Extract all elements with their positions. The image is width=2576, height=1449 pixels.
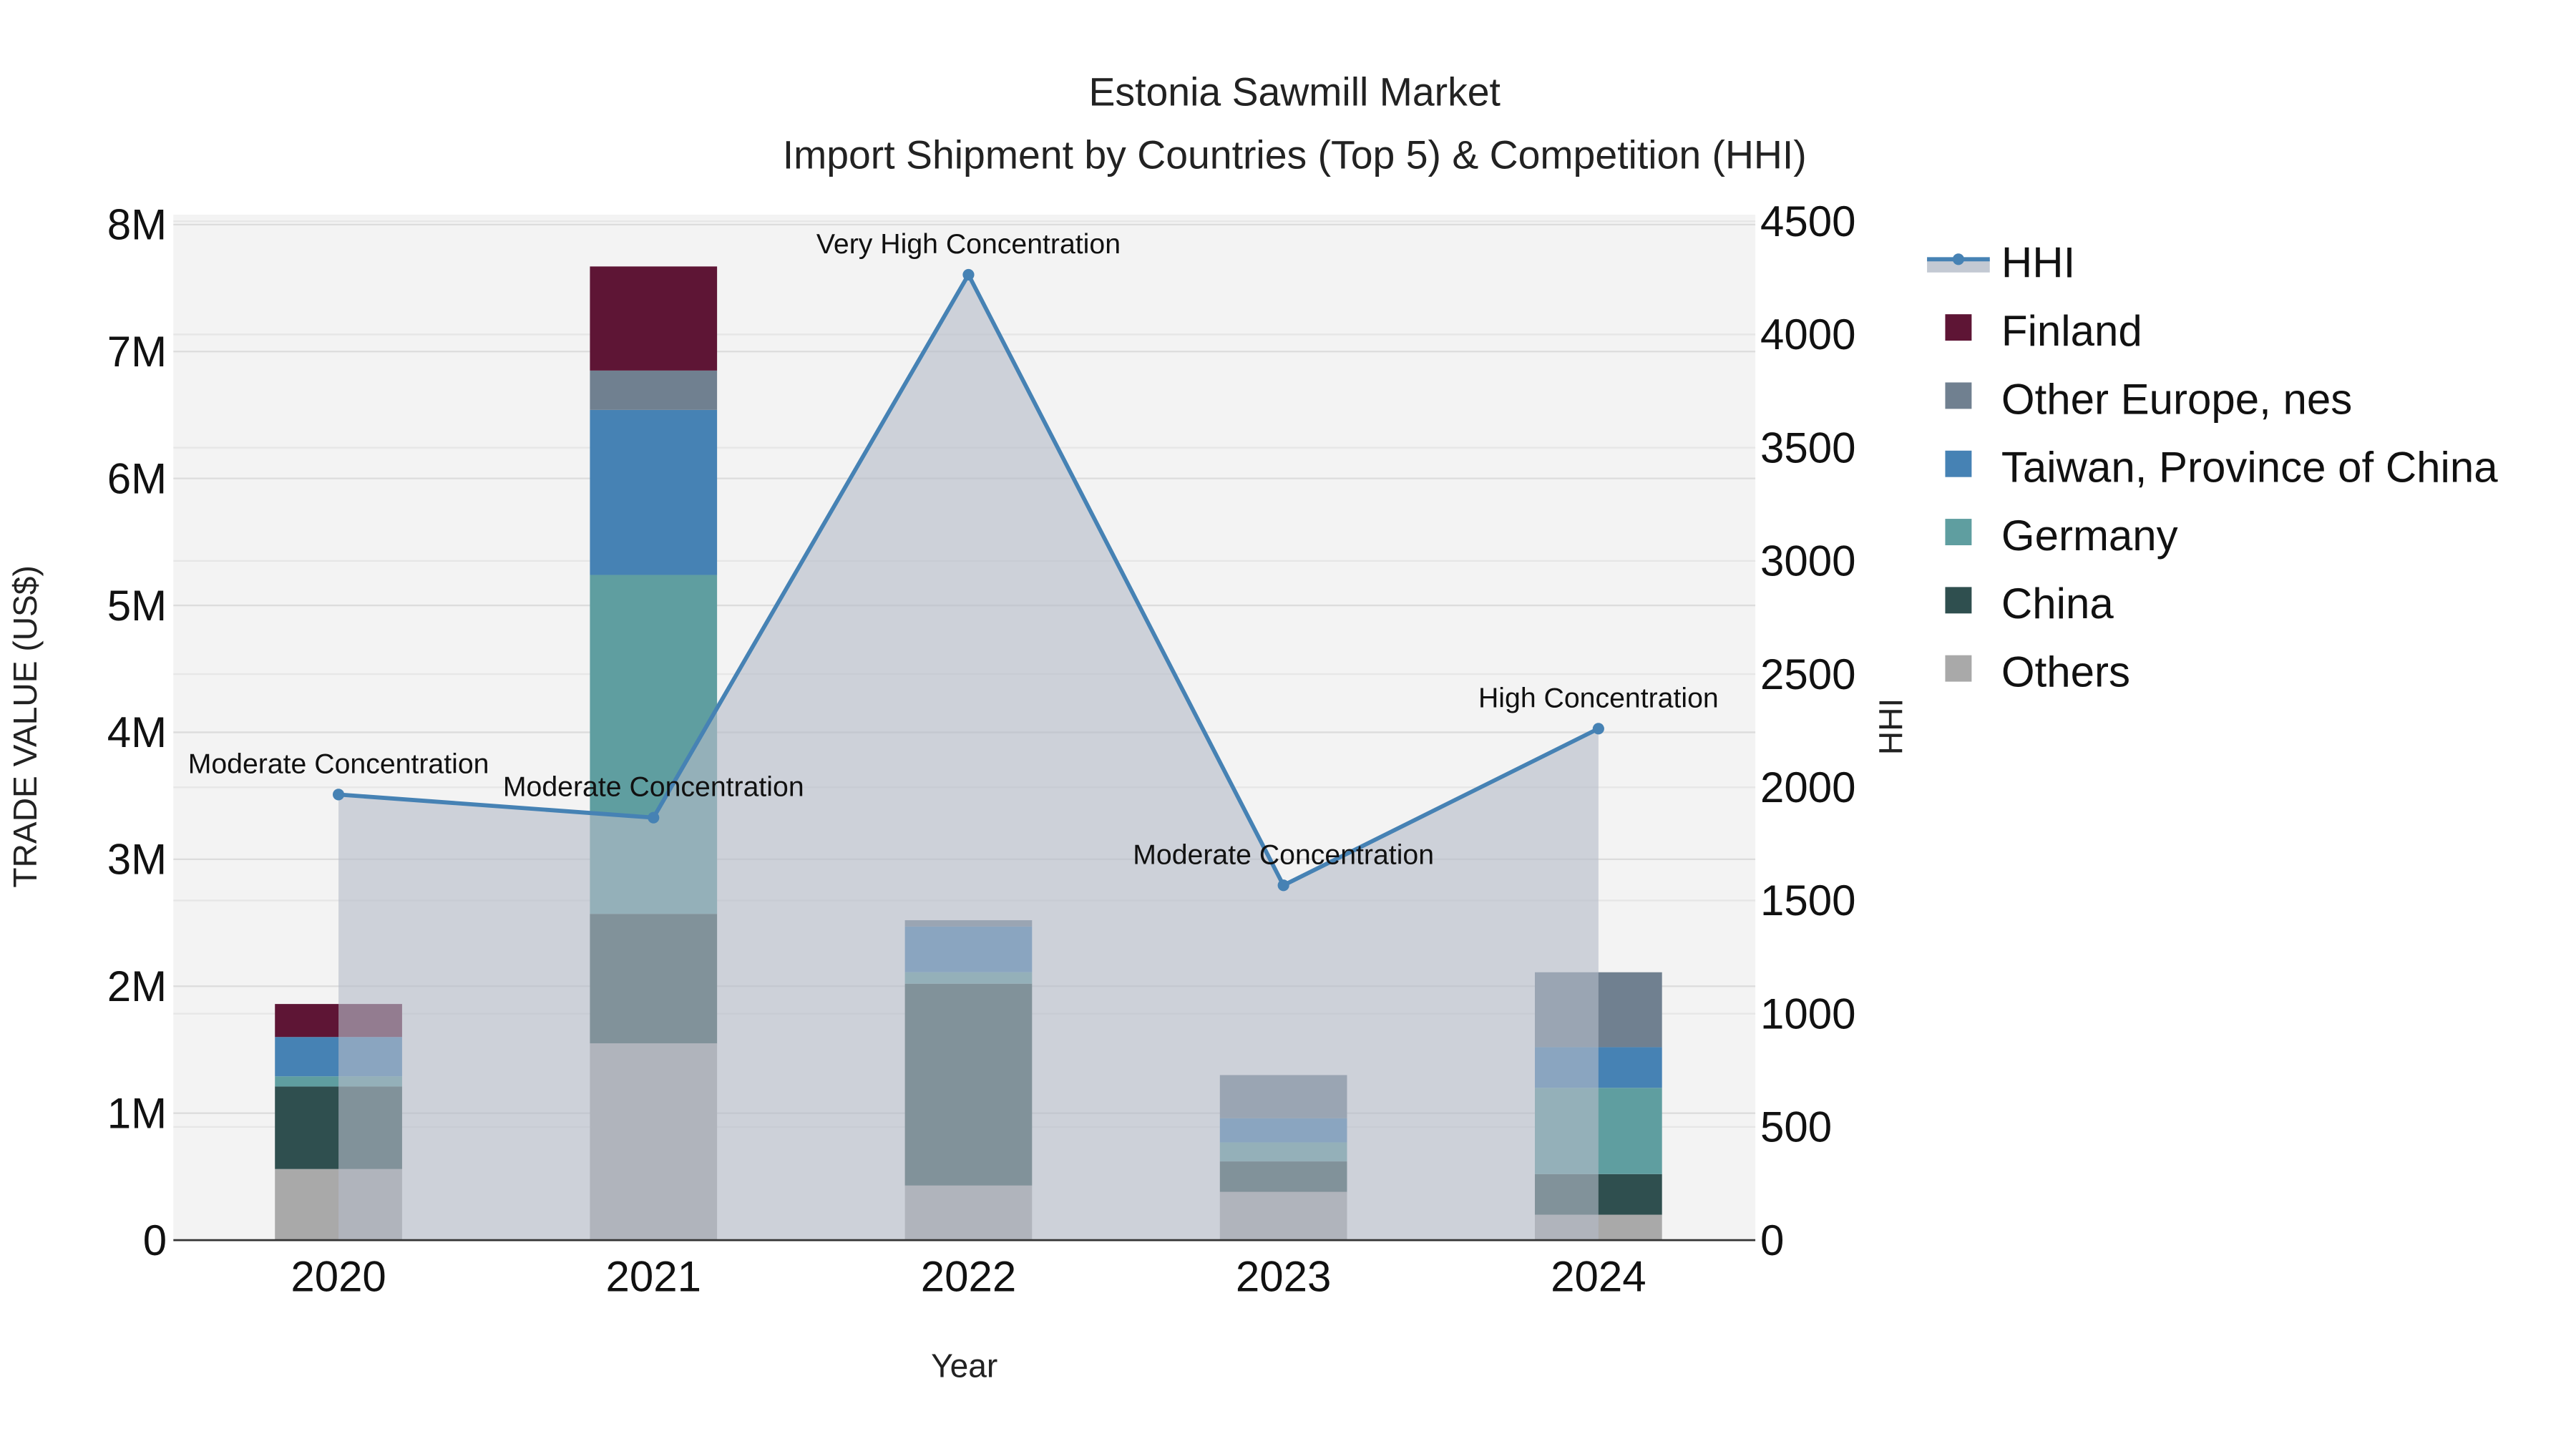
y2-axis-label: HHI <box>1872 698 1909 755</box>
hhi-annotation: Moderate Concentration <box>503 771 804 803</box>
legend-swatch <box>1945 519 1972 545</box>
hhi-area <box>338 274 1599 1241</box>
y-tick-label: 5M <box>107 582 167 630</box>
y2-tick-label: 1000 <box>1760 990 1855 1038</box>
hhi-annotation: Very High Concentration <box>816 228 1121 260</box>
legend-item-finland[interactable]: Finland <box>1945 307 2142 355</box>
x-tick-label: 2024 <box>1551 1253 1646 1301</box>
x-tick-label: 2020 <box>291 1253 386 1301</box>
y2-tick-label: 4000 <box>1760 311 1855 358</box>
chart-title: Estonia Sawmill Market <box>1088 70 1500 114</box>
legend-label: Finland <box>2001 307 2142 355</box>
legend-label: Other Europe, nes <box>2001 375 2352 423</box>
legend-label: Germany <box>2001 512 2178 560</box>
y2-tick-label: 3000 <box>1760 537 1855 585</box>
hhi-point-2020 <box>333 789 345 801</box>
hhi-annotation: Moderate Concentration <box>188 748 489 779</box>
bar-taiwan-province-of-china-2021 <box>590 409 718 575</box>
y-tick-label: 8M <box>107 201 167 249</box>
y-tick-label: 7M <box>107 328 167 376</box>
legend-swatch <box>1945 655 1972 682</box>
legend-item-taiwan-province-of-china[interactable]: Taiwan, Province of China <box>1945 444 2498 492</box>
hhi-point-2021 <box>648 811 660 824</box>
legend-swatch <box>1945 382 1972 409</box>
bar-finland-2021 <box>590 266 718 371</box>
legend-swatch-marker <box>1952 253 1964 265</box>
legend-label: HHI <box>2001 239 2075 287</box>
bar-other-europe-nes-2021 <box>590 370 718 410</box>
hhi-point-2022 <box>962 268 975 280</box>
legend-swatch <box>1945 587 1972 614</box>
legend-item-others[interactable]: Others <box>1945 648 2130 696</box>
hhi-point-2024 <box>1592 723 1604 735</box>
legend-swatch <box>1945 450 1972 477</box>
legend-item-hhi[interactable]: HHI <box>1927 239 2075 287</box>
y2-tick-label: 3500 <box>1760 424 1855 472</box>
y2-tick-label: 0 <box>1760 1216 1784 1264</box>
hhi-annotation: Moderate Concentration <box>1133 839 1434 870</box>
x-tick-label: 2023 <box>1236 1253 1331 1301</box>
x-axis-label: Year <box>931 1347 997 1385</box>
y-axis-label: TRADE VALUE (US$) <box>6 565 44 887</box>
hhi-point-2023 <box>1277 879 1289 892</box>
y-tick-label: 0 <box>143 1216 167 1264</box>
y2-tick-label: 500 <box>1760 1103 1832 1151</box>
legend: HHI Finland Other Europe, nes Taiwan, Provi… <box>1927 239 2498 696</box>
y-tick-label: 6M <box>107 454 167 502</box>
legend-swatch <box>1927 259 1990 273</box>
y-tick-label: 2M <box>107 962 167 1010</box>
y2-tick-label: 1500 <box>1760 877 1855 924</box>
y-tick-label: 4M <box>107 708 167 756</box>
legend-item-germany[interactable]: Germany <box>1945 512 2178 560</box>
x-tick-label: 2021 <box>606 1253 701 1301</box>
legend-item-china[interactable]: China <box>1945 580 2114 628</box>
hhi-annotation: High Concentration <box>1478 682 1719 713</box>
y2-tick-label: 2000 <box>1760 763 1855 811</box>
x-tick-label: 2022 <box>921 1253 1016 1301</box>
y-tick-label: 1M <box>107 1089 167 1137</box>
legend-item-other-europe-nes[interactable]: Other Europe, nes <box>1945 375 2352 423</box>
y2-tick-label: 2500 <box>1760 650 1855 698</box>
y2-tick-label: 4500 <box>1760 197 1855 245</box>
legend-label: Others <box>2001 648 2130 696</box>
chart-subtitle: Import Shipment by Countries (Top 5) & C… <box>783 132 1807 177</box>
legend-swatch <box>1945 314 1972 341</box>
y-tick-label: 3M <box>107 836 167 884</box>
legend-label: China <box>2001 580 2114 628</box>
legend-label: Taiwan, Province of China <box>2001 444 2498 492</box>
